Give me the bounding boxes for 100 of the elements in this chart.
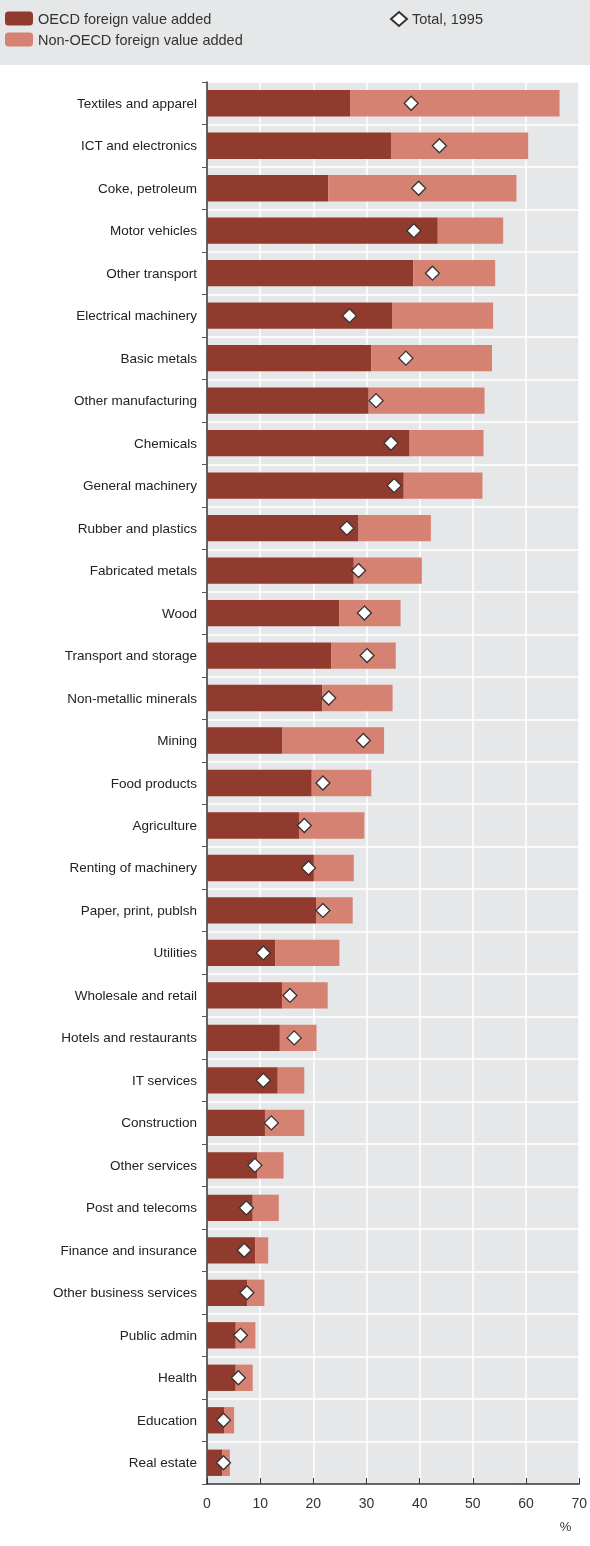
y-tick-label: Rubber and plastics — [77, 520, 198, 536]
y-tick-label: Other business services — [52, 1285, 198, 1301]
bar — [277, 1067, 305, 1094]
point — [282, 987, 298, 1004]
point — [410, 180, 427, 196]
bar — [350, 90, 560, 117]
y-tick-label: Paper, print, publsh — [80, 902, 197, 918]
point — [247, 1157, 263, 1174]
point — [341, 308, 358, 324]
y-tick-label: Food products — [110, 775, 198, 791]
point — [239, 1285, 255, 1301]
y-tick-label: Post and telecoms — [85, 1200, 198, 1216]
bar — [409, 429, 484, 457]
bar — [353, 557, 422, 584]
bar — [207, 1237, 256, 1264]
y-tick-label: Education — [136, 1412, 197, 1428]
y-tick-label: Finance and insurance — [60, 1242, 197, 1258]
bar — [207, 1024, 280, 1052]
y-tick-label: Health — [157, 1370, 197, 1386]
y-tick-label: Transport and storage — [64, 648, 197, 664]
y-tick-label: ICT and electronics — [80, 138, 198, 154]
point — [236, 1242, 252, 1258]
point — [403, 95, 419, 111]
bar — [207, 1322, 236, 1349]
point — [321, 690, 337, 706]
bar — [207, 684, 323, 712]
bar — [207, 642, 332, 669]
x-tick-label: 10 — [252, 1495, 269, 1511]
y-tick-label: Mining — [157, 733, 197, 749]
y-tick-label: Non-metallic minerals — [67, 690, 198, 706]
y-tick-label: Wholesale and retail — [74, 987, 197, 1003]
bar — [207, 1109, 265, 1137]
x-tick-label: 20 — [305, 1495, 322, 1511]
point — [215, 1455, 232, 1471]
bar — [328, 175, 517, 202]
y-tick-label: Chemicals — [133, 435, 198, 451]
point — [263, 1115, 279, 1131]
y-tick-label: Real estate — [128, 1455, 197, 1471]
point — [315, 775, 331, 791]
point — [431, 138, 448, 154]
bar — [207, 982, 282, 1009]
bar — [207, 727, 283, 754]
bar — [322, 684, 393, 712]
bar — [207, 897, 317, 924]
y-tick-label: Textiles and apparel — [76, 95, 197, 111]
y-tick-label: Electrical machinery — [76, 308, 198, 324]
bar — [207, 1279, 248, 1306]
bar — [275, 939, 340, 967]
bar — [255, 1237, 269, 1264]
y-tick-label: Basic metals — [120, 350, 198, 366]
bar — [257, 1152, 284, 1179]
bar — [207, 387, 369, 414]
x-tick-label: 40 — [411, 1495, 428, 1511]
bar — [207, 769, 312, 797]
bar — [207, 302, 393, 329]
legend-label: Non-OECD foreign value added — [38, 31, 243, 48]
bar — [207, 557, 354, 584]
x-tick-label: 60 — [518, 1495, 535, 1511]
x-tick-label: 70 — [571, 1495, 588, 1511]
bar — [339, 599, 401, 627]
x-axis-title: % — [559, 1519, 572, 1534]
legend-label: Total, 1995 — [412, 11, 483, 27]
bar — [207, 175, 329, 202]
point — [368, 392, 384, 409]
point — [406, 223, 422, 239]
y-tick-label: Hotels and restaurants — [61, 1030, 198, 1046]
bar — [413, 260, 496, 287]
bar — [358, 514, 431, 542]
legend-label: OECD foreign value added — [38, 10, 212, 27]
bar — [207, 1067, 278, 1094]
point — [339, 520, 355, 536]
bar — [403, 472, 483, 499]
point — [215, 1412, 232, 1428]
y-tick-label: Coke, petroleum — [97, 180, 197, 196]
bar — [368, 387, 485, 414]
point — [355, 732, 371, 749]
point — [296, 817, 312, 834]
bar — [207, 429, 410, 457]
point — [424, 265, 441, 281]
y-tick-label: Wood — [161, 605, 197, 621]
y-tick-label: Renting of machinery — [69, 860, 198, 876]
y-tick-label: Other transport — [106, 265, 198, 281]
bar — [437, 217, 504, 244]
y-tick-label: Fabricated metals — [89, 563, 198, 579]
bar — [313, 854, 354, 882]
y-tick-label: Other manufacturing — [73, 393, 197, 409]
x-tick-label: 0 — [203, 1495, 212, 1511]
bar — [331, 642, 396, 669]
bar — [207, 217, 438, 244]
bar — [207, 344, 372, 372]
bar — [371, 344, 493, 372]
point — [255, 1072, 272, 1089]
x-tick-label: 30 — [358, 1495, 375, 1511]
point — [300, 860, 317, 876]
bar — [207, 854, 314, 882]
y-tick-label: Utilities — [153, 945, 198, 961]
bar — [207, 1364, 236, 1391]
point — [350, 562, 367, 579]
bar — [207, 132, 391, 159]
y-tick-label: Agriculture — [132, 817, 197, 833]
